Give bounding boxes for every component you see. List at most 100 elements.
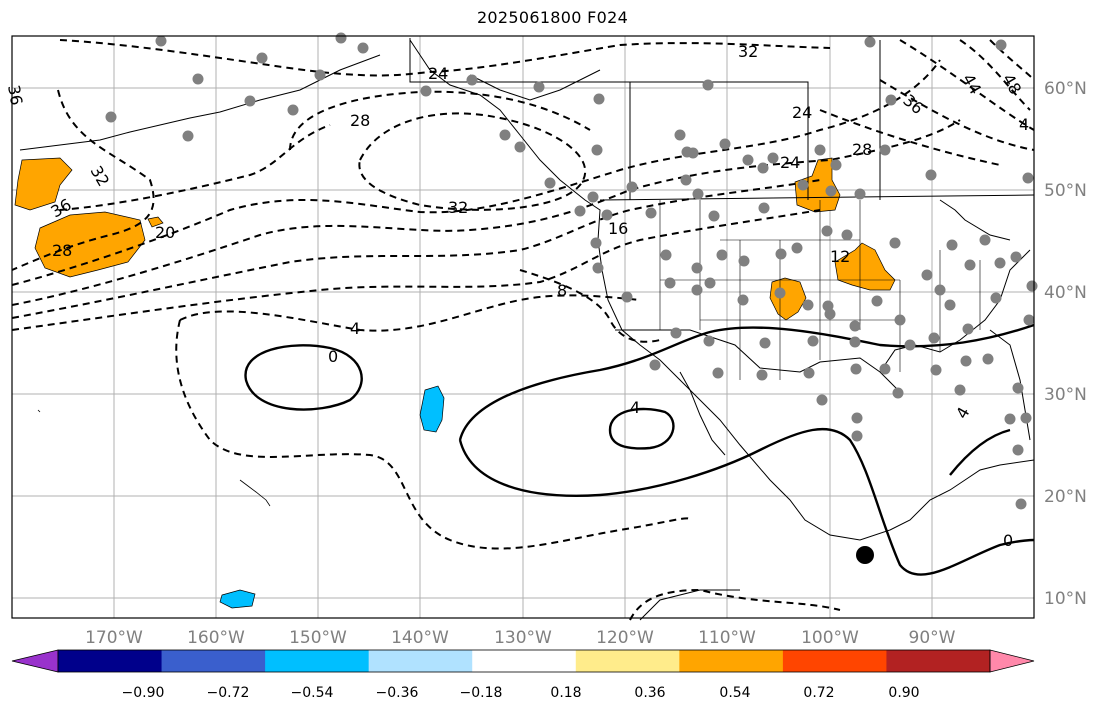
station-dot — [759, 337, 771, 349]
station-dot — [626, 181, 638, 193]
station-dot — [704, 277, 716, 289]
colorbar-segment — [265, 650, 370, 672]
station-dot — [925, 169, 937, 181]
station-dot — [593, 93, 605, 105]
contour-label: 0 — [328, 347, 338, 366]
station-dot — [854, 188, 866, 200]
colorbar-segment — [886, 650, 991, 672]
latitude-axis: 60°N 50°N 40°N 30°N 20°N 10°N — [1044, 79, 1087, 609]
lon-label: 160°W — [187, 628, 245, 648]
contour-label: 28 — [852, 140, 872, 159]
station-dot — [894, 314, 906, 326]
anomaly-fills — [14, 157, 896, 609]
contour-line — [519, 269, 661, 343]
station-dot — [767, 152, 779, 164]
lat-label: 60°N — [1044, 79, 1087, 99]
station-dot — [192, 73, 204, 85]
lat-label: 30°N — [1044, 385, 1087, 405]
station-dot — [587, 191, 599, 203]
station-dot — [660, 249, 672, 261]
positive-anomaly-region — [794, 157, 841, 213]
contour-line — [899, 39, 1035, 131]
contour-label: 12 — [830, 247, 850, 266]
station-dot — [802, 299, 814, 311]
positive-anomaly-region — [14, 157, 73, 211]
station-dot — [687, 147, 699, 159]
station-dot — [1022, 172, 1034, 184]
contour-line — [244, 344, 363, 411]
contour-line — [879, 79, 1035, 151]
contour-line — [949, 428, 1011, 476]
station-dot — [758, 202, 770, 214]
contour-label: 24 — [780, 153, 800, 172]
colorbar-segment — [782, 650, 887, 672]
station-dot — [314, 69, 326, 81]
contour-label: 28 — [52, 241, 72, 260]
station-dot — [1010, 251, 1022, 263]
contour-line — [629, 588, 841, 621]
station-dot — [904, 339, 916, 351]
contour-label: 24 — [792, 103, 812, 122]
contour-label: 24 — [428, 64, 448, 83]
station-dot — [182, 130, 194, 142]
station-dot — [691, 284, 703, 296]
contour-label: 8 — [557, 281, 567, 300]
plot-title: 2025061800 F024 — [476, 8, 629, 27]
station-dot — [841, 229, 853, 241]
station-dot — [934, 284, 946, 296]
contour-label: 4 — [630, 398, 640, 417]
colorbar-segment — [368, 650, 473, 672]
station-dot — [742, 154, 754, 166]
station-dot — [825, 185, 837, 197]
station-dot — [944, 299, 956, 311]
colorbar — [11, 649, 1035, 673]
station-dot — [803, 367, 815, 379]
station-dot — [830, 159, 842, 171]
station-dot — [879, 144, 891, 156]
station-dot — [960, 355, 972, 367]
station-dot — [850, 363, 862, 375]
lon-label: 150°W — [289, 628, 347, 648]
contour-label: 20 — [155, 223, 175, 242]
station-dot — [1012, 444, 1024, 456]
highlight-marker — [856, 546, 874, 564]
station-dot — [719, 138, 731, 150]
station-dot — [1023, 314, 1035, 326]
station-dot — [621, 291, 633, 303]
station-dot — [879, 363, 891, 375]
station-dot — [814, 144, 826, 156]
station-dot — [849, 336, 861, 348]
station-dot — [1026, 280, 1038, 292]
height-contours — [11, 39, 1035, 621]
contour-label: 32 — [448, 198, 468, 217]
colorbar-frame — [57, 649, 991, 673]
station-dot — [590, 237, 602, 249]
contour-label: 48 — [999, 71, 1026, 98]
colorbar-segment — [58, 650, 163, 672]
negative-anomaly-region — [219, 589, 256, 609]
station-dot — [791, 242, 803, 254]
station-dot — [357, 42, 369, 54]
contour-line — [608, 407, 675, 450]
colorbar-tick-label: 0.18 — [550, 685, 581, 701]
station-dot — [756, 369, 768, 381]
station-dot — [757, 162, 769, 174]
station-dot — [990, 292, 1002, 304]
station-dot — [680, 174, 692, 186]
lon-label: 110°W — [698, 628, 756, 648]
station-dot — [851, 430, 863, 442]
station-dot — [954, 384, 966, 396]
colorbar-tick-label: −0.54 — [291, 685, 334, 701]
station-dot — [864, 36, 876, 48]
colorbar-tick-label: −0.36 — [376, 685, 419, 701]
station-dot — [775, 248, 787, 260]
contour-line — [175, 319, 691, 550]
station-dot — [155, 35, 167, 47]
station-dot — [807, 335, 819, 347]
colorbar-tick-label: 0.54 — [719, 685, 750, 701]
station-dot — [703, 335, 715, 347]
contour-label: 28 — [350, 111, 370, 130]
station-dot — [420, 85, 432, 97]
station-dot — [692, 188, 704, 200]
